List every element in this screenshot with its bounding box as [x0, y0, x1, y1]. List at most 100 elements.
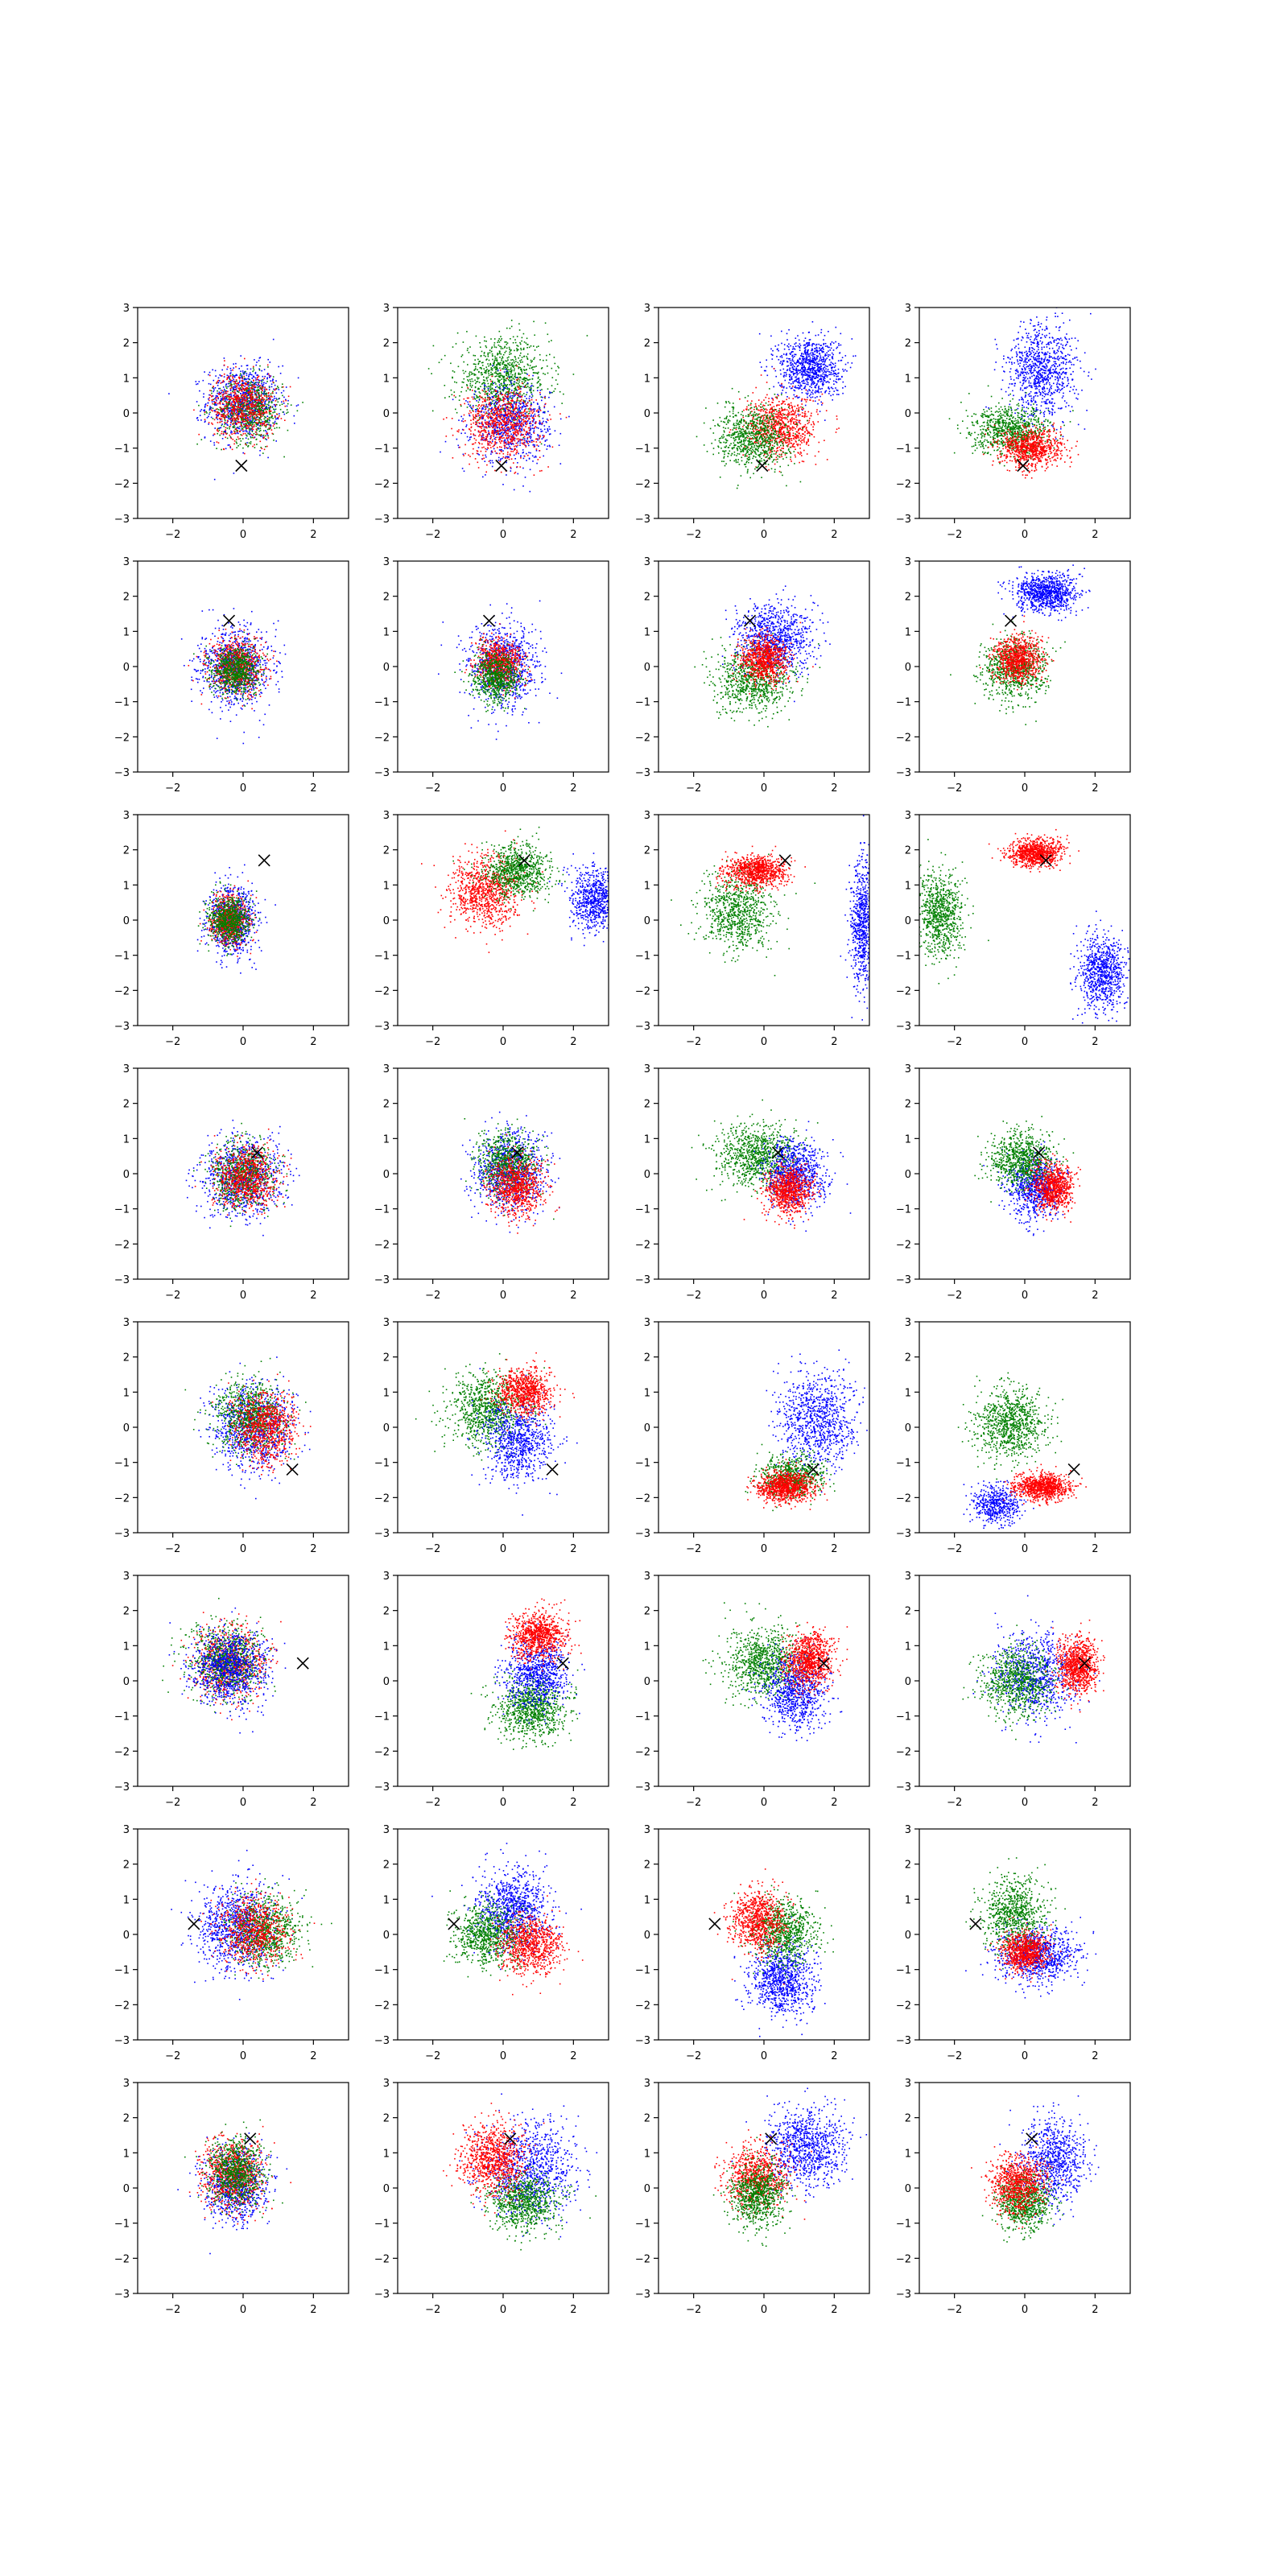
- scatter-point: [514, 419, 516, 421]
- scatter-point: [497, 431, 499, 432]
- scatter-point: [446, 436, 448, 437]
- scatter-point: [521, 429, 522, 431]
- scatter-point: [222, 402, 224, 404]
- scatter-point: [266, 404, 267, 406]
- scatter-point: [503, 379, 505, 381]
- scatter-point: [477, 369, 478, 371]
- scatter-point: [269, 410, 270, 411]
- scatter-point: [245, 433, 246, 435]
- scatter-point: [526, 411, 528, 413]
- scatter-point: [233, 423, 234, 424]
- scatter-point: [485, 448, 486, 450]
- scatter-point: [456, 431, 458, 432]
- scatter-point: [518, 412, 519, 414]
- scatter-point: [488, 354, 489, 356]
- scatter-point: [462, 354, 464, 356]
- scatter-point: [485, 397, 486, 398]
- scatter-point: [516, 423, 518, 424]
- scatter-point: [838, 345, 840, 346]
- scatter-point: [479, 395, 481, 397]
- scatter-point: [269, 424, 270, 426]
- scatter-point: [465, 426, 467, 427]
- scatter-point: [254, 377, 255, 378]
- scatter-point: [206, 412, 208, 414]
- scatter-point: [518, 367, 520, 369]
- scatter-point: [255, 405, 257, 407]
- scatter-point: [490, 419, 492, 420]
- scatter-point: [487, 423, 489, 425]
- x-tick-label: 0: [240, 529, 246, 541]
- scatter-point: [502, 409, 504, 411]
- scatter-point: [510, 404, 511, 406]
- scatter-point: [256, 423, 258, 425]
- scatter-point: [535, 456, 537, 457]
- scatter-point: [512, 429, 514, 431]
- scatter-point: [508, 420, 510, 422]
- scatter-point: [485, 460, 486, 462]
- scatter-point: [495, 369, 497, 371]
- scatter-point: [215, 402, 217, 403]
- scatter-point: [231, 438, 233, 440]
- scatter-point: [250, 441, 252, 443]
- scatter-point: [234, 403, 236, 405]
- scatter-point: [492, 401, 493, 402]
- scatter-point: [269, 398, 270, 400]
- scatter-point: [532, 460, 534, 462]
- scatter-point: [253, 398, 254, 400]
- scatter-point: [517, 390, 518, 391]
- scatter-point: [517, 365, 518, 367]
- scatter-point: [511, 458, 513, 460]
- scatter-point: [233, 379, 235, 381]
- scatter-point: [246, 427, 248, 429]
- scatter-point: [573, 374, 575, 375]
- scatter-point: [444, 397, 446, 398]
- scatter-point: [489, 370, 490, 372]
- scatter-point: [242, 418, 244, 419]
- scatter-point: [481, 397, 482, 398]
- scatter-point: [479, 342, 481, 344]
- scatter-point: [497, 422, 498, 423]
- scatter-point: [559, 413, 561, 415]
- scatter-point: [220, 418, 221, 419]
- scatter-point: [535, 439, 537, 440]
- scatter-point: [514, 403, 515, 405]
- scatter-point: [539, 436, 541, 438]
- scatter-point: [520, 412, 522, 414]
- y-tick-label: −3: [374, 514, 390, 526]
- scatter-point: [233, 431, 235, 432]
- scatter-point: [508, 423, 510, 425]
- scatter-point: [475, 364, 477, 365]
- scatter-point: [492, 441, 493, 443]
- scatter-point: [510, 382, 512, 384]
- scatter-point: [530, 421, 531, 423]
- scatter-point: [243, 424, 245, 426]
- scatter-point: [506, 417, 508, 419]
- scatter-point: [217, 382, 219, 384]
- scatter-point: [464, 453, 466, 455]
- scatter-point: [211, 417, 213, 419]
- scatter-point: [479, 434, 481, 436]
- scatter-point: [259, 410, 261, 411]
- scatter-point: [528, 445, 530, 447]
- scatter-point: [269, 420, 270, 422]
- scatter-point: [224, 418, 225, 419]
- scatter-point: [271, 383, 273, 385]
- scatter-point: [534, 432, 535, 434]
- scatter-point: [217, 408, 218, 410]
- scatter-point: [463, 370, 464, 372]
- scatter-point: [218, 388, 220, 390]
- scatter-point: [505, 426, 506, 427]
- scatter-point: [530, 402, 532, 404]
- scatter-point: [491, 435, 493, 436]
- scatter-point: [505, 403, 506, 405]
- scatter-point: [515, 430, 517, 431]
- scatter-point: [490, 372, 492, 374]
- scatter-point: [253, 422, 254, 423]
- scatter-point: [503, 410, 505, 411]
- scatter-point: [275, 416, 276, 418]
- scatter-point: [467, 350, 469, 352]
- scatter-point: [463, 454, 464, 456]
- scatter-point: [208, 383, 210, 385]
- scatter-point: [256, 415, 258, 416]
- scatter-point: [249, 374, 250, 376]
